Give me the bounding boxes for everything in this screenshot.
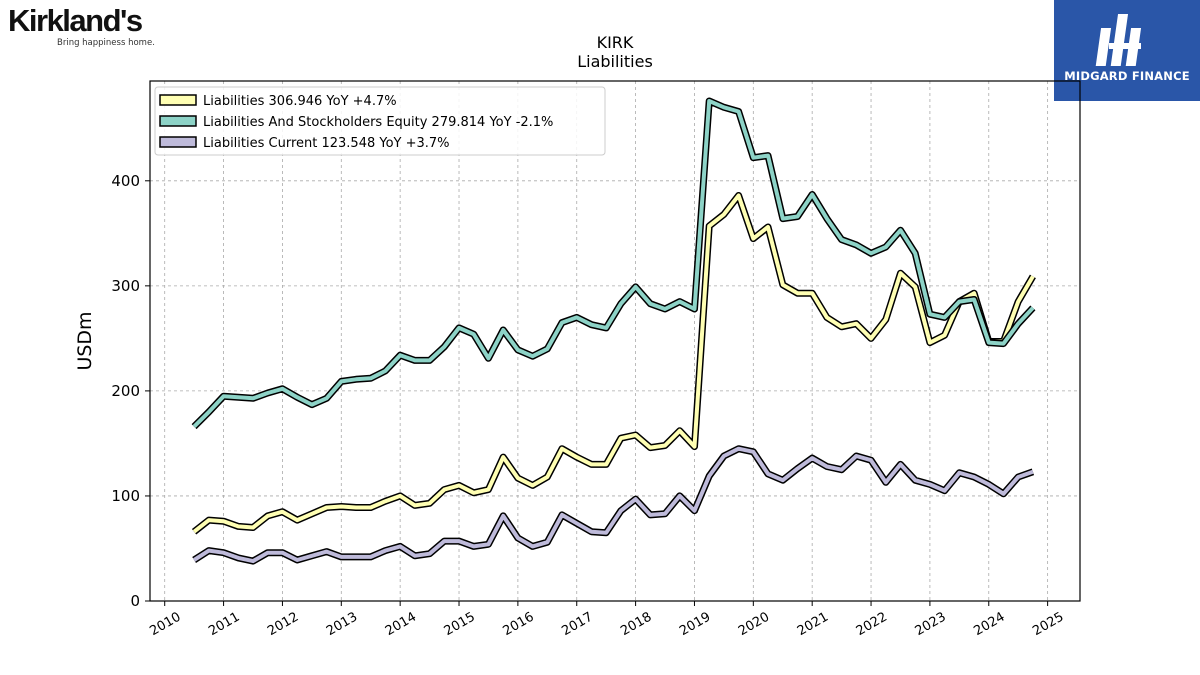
series-lines <box>191 97 1036 565</box>
legend-swatch-2 <box>159 136 197 148</box>
legend-label-2: Liabilities Current 123.548 YoY +3.7% <box>203 136 450 151</box>
x-tick-label: 2020 <box>736 610 772 640</box>
x-tick-label: 2018 <box>618 610 654 640</box>
x-tick-label: 2023 <box>913 610 949 640</box>
grid-lines <box>150 81 1080 601</box>
x-tick-label: 2015 <box>442 610 478 640</box>
chart-subtitle: Liabilities <box>577 52 653 71</box>
kirklands-logo: Kirkland's Bring happiness home. <box>8 4 168 52</box>
x-tick-label: 2013 <box>324 610 360 640</box>
y-tick-label: 300 <box>111 277 140 295</box>
x-tick-label: 2016 <box>501 610 537 640</box>
midgard-name: MIDGARD FINANCE <box>1064 69 1190 83</box>
legend-swatch-0 <box>159 94 197 106</box>
series-line-0 <box>192 193 1035 534</box>
x-tick-label: 2017 <box>559 610 595 640</box>
plot-frame <box>149 80 1081 602</box>
y-axis-label: USDm <box>74 311 96 370</box>
x-tick-label: 2014 <box>383 610 419 640</box>
y-tick-label: 400 <box>111 172 140 190</box>
x-tick-label: 2022 <box>854 610 890 640</box>
legend-label-0: Liabilities 306.946 YoY +4.7% <box>203 94 397 109</box>
midgard-logo-icon <box>1054 0 1200 101</box>
legend: Liabilities 306.946 YoY +4.7% Liabilities… <box>154 86 606 156</box>
series-outline-2 <box>192 445 1035 565</box>
x-tick-label: 2011 <box>206 610 242 640</box>
legend-label-1: Liabilities And Stockholders Equity 279.… <box>203 115 553 130</box>
x-tick-label: 2021 <box>795 610 831 640</box>
x-tick-label: 2012 <box>265 610 301 640</box>
legend-box <box>154 86 606 156</box>
y-axis: 0 100 200 300 400 <box>111 172 150 610</box>
kirklands-tagline: Bring happiness home. <box>57 38 155 48</box>
series-line-1 <box>192 99 1035 429</box>
x-axis: 2010 2011 2012 2013 2014 2015 2016 2017 2018 2019… <box>147 601 1066 639</box>
y-tick-label: 200 <box>111 382 140 400</box>
y-tick-label: 100 <box>111 487 140 505</box>
y-tick-label: 0 <box>130 592 140 610</box>
x-tick-label: 2025 <box>1030 610 1066 640</box>
midgard-finance-logo: MIDGARD FINANCE <box>1054 0 1200 101</box>
chart-title: KIRK <box>597 33 634 52</box>
series-line-2 <box>193 446 1034 564</box>
x-tick-label: 2010 <box>147 610 183 640</box>
legend-swatch-1 <box>159 115 197 127</box>
x-tick-label: 2024 <box>971 610 1007 640</box>
x-tick-label: 2019 <box>677 610 713 640</box>
kirklands-wordmark: Kirkland's <box>8 3 143 38</box>
